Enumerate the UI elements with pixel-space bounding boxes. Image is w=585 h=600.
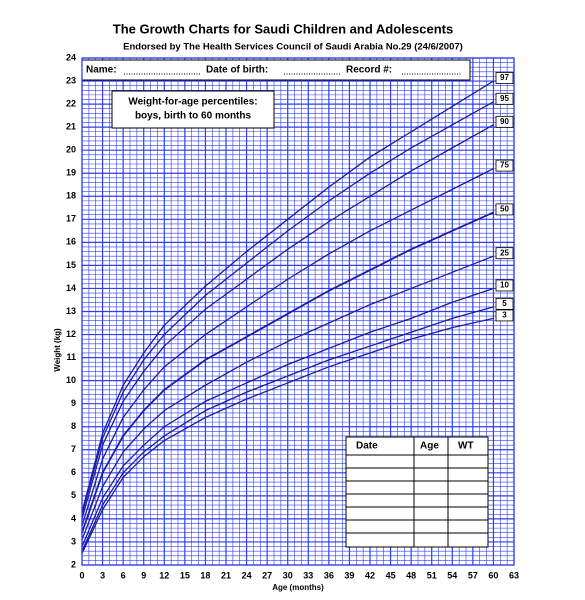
- y-tick-label: 21: [66, 122, 76, 132]
- y-tick-label: 18: [66, 191, 76, 201]
- legend-box: [495, 297, 514, 310]
- y-tick-label: 24: [66, 52, 76, 62]
- form-box: [81, 59, 471, 81]
- legend-box: [495, 159, 514, 172]
- y-tick-label: 17: [66, 214, 76, 224]
- chart-subtitle: Endorsed by The Health Services Council …: [123, 42, 463, 53]
- y-tick-label: 7: [71, 444, 76, 454]
- legend-box: [495, 247, 514, 260]
- form-field: Date of birth:: [206, 65, 268, 76]
- x-tick-label: 3: [100, 570, 105, 580]
- curves: [81, 80, 494, 554]
- legend-label: 10: [500, 281, 509, 290]
- y-tick-label: 11: [66, 352, 76, 362]
- legend-box: [495, 279, 514, 292]
- legend-label: 90: [500, 117, 509, 126]
- legend-box: [495, 72, 514, 84]
- x-tick-label: 21: [221, 570, 231, 580]
- y-tick-label: 12: [66, 329, 76, 339]
- percentile-curve: [81, 101, 494, 515]
- record-table: Date Age WT: [345, 436, 489, 548]
- annotation-box: [111, 90, 275, 129]
- y-tick-label: 23: [66, 75, 76, 85]
- x-tick-label: 9: [141, 570, 146, 580]
- x-tick-label: 24: [242, 570, 252, 580]
- x-tick-label: 6: [121, 570, 126, 580]
- x-tick-label: 54: [447, 570, 457, 580]
- x-tick-label: 12: [159, 570, 169, 580]
- x-tick-label: 36: [324, 570, 334, 580]
- table-header: WT: [458, 441, 474, 452]
- y-tick-label: 15: [66, 260, 76, 270]
- legend-label: 3: [502, 311, 507, 320]
- percentile-curve: [81, 80, 494, 513]
- percentile-curve: [81, 287, 494, 547]
- y-tick-label: 2: [71, 559, 76, 569]
- annotation: boys, birth to 60 months: [135, 111, 252, 122]
- y-tick-label: 8: [71, 421, 76, 431]
- legend-label: 75: [500, 161, 509, 170]
- y-tick-label: 5: [71, 490, 76, 500]
- x-tick-label: 42: [365, 570, 375, 580]
- x-tick-label: 0: [79, 570, 84, 580]
- y-tick-label: 16: [66, 237, 76, 247]
- legend-label: 25: [500, 248, 509, 257]
- y-tick-label: 4: [71, 513, 76, 523]
- legend-box: [495, 92, 514, 105]
- x-tick-label: 15: [180, 570, 190, 580]
- chart-title: The Growth Charts for Saudi Children and…: [113, 21, 453, 36]
- x-tick-label: 18: [200, 570, 210, 580]
- form-field: Record #:: [346, 65, 392, 76]
- percentile-curve: [81, 211, 494, 534]
- legend-label: 50: [500, 205, 509, 214]
- legend-label: 95: [500, 94, 509, 103]
- table-frame: [345, 436, 489, 548]
- legend-box: [495, 203, 514, 216]
- percentile-curve: [81, 124, 494, 520]
- table-header: Age: [420, 441, 439, 452]
- x-tick-label: 33: [303, 570, 313, 580]
- percentile-curve: [81, 306, 494, 552]
- form-field: Name:: [86, 65, 117, 76]
- y-axis-title: Weight (kg): [53, 328, 62, 372]
- annotation: Weight-for-age percentiles:: [128, 97, 257, 108]
- y-tick-label: 19: [66, 168, 76, 178]
- x-tick-label: 51: [427, 570, 437, 580]
- y-tick-label: 22: [66, 98, 76, 108]
- x-tick-label: 63: [509, 570, 519, 580]
- x-tick-label: 27: [262, 570, 272, 580]
- percentile-curve: [81, 255, 494, 540]
- x-tick-label: 39: [344, 570, 354, 580]
- y-tick-label: 10: [66, 375, 76, 385]
- y-tick-label: 3: [71, 536, 76, 546]
- legend-box: [495, 115, 514, 128]
- x-tick-label: 48: [406, 570, 416, 580]
- y-tick-label: 14: [66, 283, 76, 293]
- percentile-curve: [81, 317, 494, 554]
- legend-label: 97: [500, 73, 509, 82]
- y-tick-label: 20: [66, 145, 76, 155]
- y-tick-label: 13: [66, 306, 76, 316]
- y-tick-label: 9: [71, 398, 76, 408]
- x-tick-label: 45: [386, 570, 396, 580]
- y-tick-label: 6: [71, 467, 76, 477]
- x-axis-title: Age (months): [272, 583, 324, 592]
- table-header: Date: [356, 441, 378, 452]
- plot-frame: [81, 57, 515, 566]
- percentile-curve: [81, 168, 494, 527]
- x-tick-label: 30: [283, 570, 293, 580]
- x-tick-label: 57: [468, 570, 478, 580]
- legend-box: [495, 309, 514, 322]
- x-tick-label: 60: [488, 570, 498, 580]
- legend-label: 5: [502, 299, 507, 308]
